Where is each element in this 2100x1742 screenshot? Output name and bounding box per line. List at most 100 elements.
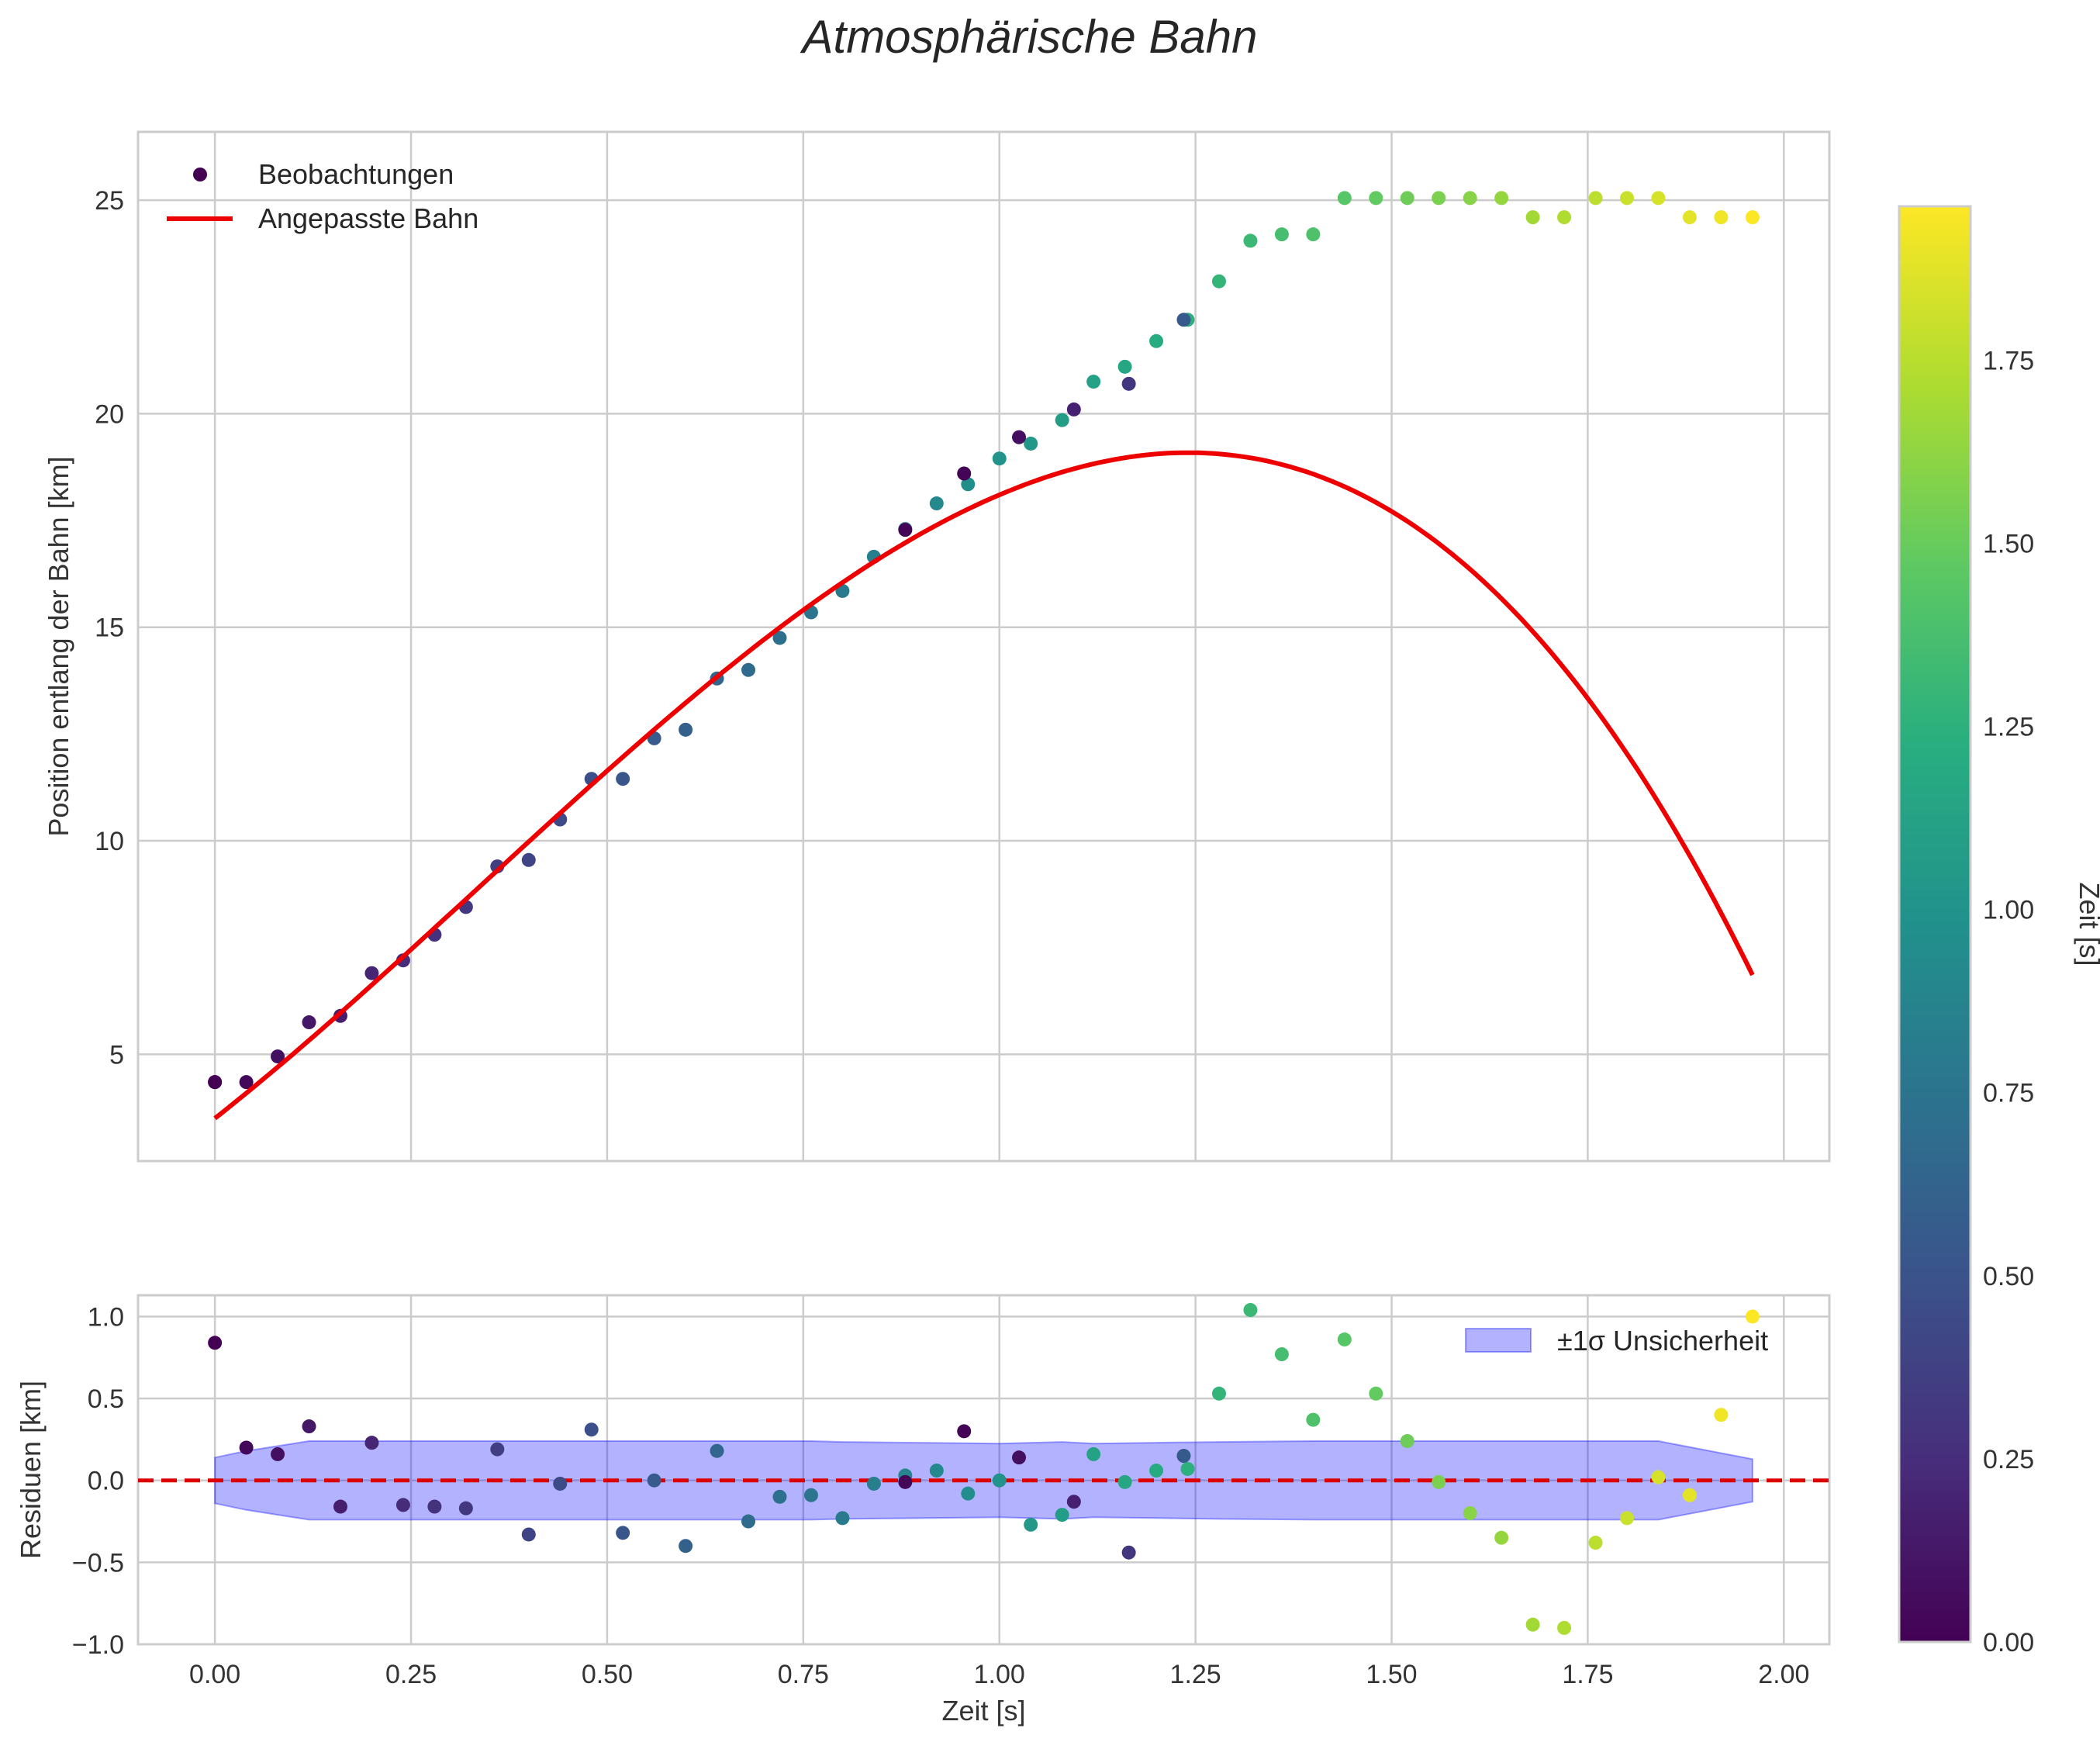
observation-point	[239, 1075, 254, 1090]
observation-point	[1682, 210, 1697, 225]
residual-point	[1121, 1545, 1136, 1560]
x-tick-label: 0.75	[778, 1660, 829, 1689]
legend-scatter-marker	[193, 168, 207, 181]
residual-point	[1745, 1309, 1760, 1324]
residual-point	[1066, 1495, 1081, 1509]
colorbar-label: Zeit [s]	[2074, 882, 2100, 966]
residual-point	[835, 1511, 850, 1526]
residual-point	[208, 1336, 223, 1350]
observation-point	[898, 523, 913, 537]
residual-point	[741, 1514, 756, 1529]
residual-point	[1494, 1530, 1509, 1545]
bottom-y-tick-label: 1.0	[88, 1302, 124, 1332]
observation-point	[521, 852, 536, 867]
residual-point	[929, 1464, 944, 1478]
residual-point	[1243, 1303, 1258, 1318]
observation-point	[1121, 376, 1136, 391]
fitted-trajectory-line	[213, 450, 1755, 1121]
bottom-y-tick-label: −0.5	[72, 1548, 124, 1578]
top-y-tick-label: 25	[95, 186, 124, 216]
x-tick-label: 1.75	[1562, 1660, 1613, 1689]
x-tick-label: 1.25	[1170, 1660, 1221, 1689]
colorbar-tick-label: 1.50	[1983, 529, 2034, 558]
bottom-y-tick-label: 0.0	[88, 1467, 124, 1496]
residual-point	[1432, 1474, 1446, 1489]
residual-point	[1055, 1508, 1069, 1523]
residual-point	[1369, 1386, 1383, 1401]
residual-point	[1525, 1617, 1540, 1632]
observation-point	[1243, 233, 1258, 248]
colorbar-tick-label: 1.25	[1983, 713, 2034, 742]
bottom-y-axis-label: Residuen [km]	[15, 1381, 47, 1559]
residual-point	[961, 1486, 976, 1501]
colorbar: 0.00 0.25 0.50 0.75 1.00 1.25 1.50 1.75 Zeit [s]	[1898, 205, 2100, 1657]
observation-point	[364, 966, 379, 980]
residual-point	[364, 1436, 379, 1450]
residual-point	[710, 1443, 724, 1458]
residual-point	[239, 1440, 254, 1455]
observation-point	[929, 496, 944, 511]
residual-point	[1557, 1620, 1572, 1635]
residual-point	[957, 1424, 972, 1439]
observation-point	[1117, 359, 1132, 374]
x-tick-label: 1.50	[1366, 1660, 1417, 1689]
residual-point	[271, 1446, 285, 1461]
colorbar-tick-label: 1.75	[1983, 346, 2034, 375]
residual-point	[395, 1498, 410, 1512]
x-tick-label: 0.00	[189, 1660, 240, 1689]
observation-point	[1494, 191, 1509, 206]
observation-point	[1620, 191, 1635, 206]
colorbar-frame	[1898, 205, 1972, 1643]
residual-point	[1588, 1536, 1603, 1550]
residual-point	[1176, 1449, 1191, 1464]
legend-label-observations: Beobachtungen	[258, 158, 454, 190]
residual-point	[772, 1489, 787, 1504]
observation-point	[772, 631, 787, 645]
bottom-panel: 0.00 0.25 0.50 0.75 1.00 1.25 1.50 1.75 2.00 −1.0…	[15, 1294, 1831, 1726]
observation-point	[1066, 402, 1081, 416]
x-tick-label: 2.00	[1758, 1660, 1809, 1689]
top-y-tick-label: 10	[95, 827, 124, 856]
observation-point	[1274, 227, 1289, 242]
residual-point	[866, 1476, 881, 1491]
colorbar-tick-label: 0.25	[1983, 1445, 2034, 1474]
observation-point	[1055, 413, 1069, 427]
residual-point	[427, 1499, 442, 1514]
residual-point	[1620, 1511, 1635, 1526]
residual-point	[1463, 1505, 1477, 1520]
observation-point	[1651, 191, 1666, 206]
colorbar-tick-label: 0.50	[1983, 1262, 2034, 1291]
residual-point	[616, 1526, 630, 1540]
top-y-tick-label: 20	[95, 399, 124, 429]
observation-point	[1306, 227, 1321, 242]
top-y-tick-label: 15	[95, 614, 124, 643]
observation-point	[679, 722, 693, 737]
legend-label-uncertainty: ±1σ Unsicherheit	[1557, 1325, 1768, 1357]
residual-point	[1651, 1470, 1666, 1485]
legend-band-marker	[1465, 1328, 1532, 1353]
residual-point	[992, 1473, 1007, 1488]
observation-point	[208, 1075, 223, 1090]
chart-title: Atmosphärische Bahn	[800, 11, 1258, 63]
residual-point	[1306, 1412, 1321, 1427]
top-axes-frame	[136, 130, 1831, 1163]
residual-point	[1274, 1347, 1289, 1362]
observation-point	[1432, 191, 1446, 206]
observation-point	[1211, 274, 1226, 289]
residual-point	[302, 1419, 316, 1434]
x-axis-label: Zeit [s]	[941, 1695, 1025, 1726]
residual-point	[803, 1488, 818, 1502]
observation-point	[1012, 430, 1027, 444]
observation-point	[1086, 375, 1101, 389]
top-y-axis-label: Position entlang der Bahn [km]	[43, 456, 74, 836]
colorbar-tick-label: 1.00	[1983, 896, 2034, 925]
bottom-y-tick-label: −1.0	[72, 1630, 124, 1660]
observation-point	[1400, 191, 1414, 206]
residual-point	[553, 1476, 568, 1491]
observation-point	[1714, 210, 1729, 225]
observation-point	[1463, 191, 1477, 206]
observation-point	[1176, 313, 1191, 327]
bottom-axes-frame	[136, 1294, 1831, 1646]
colorbar-tick-label: 0.75	[1983, 1079, 2034, 1108]
